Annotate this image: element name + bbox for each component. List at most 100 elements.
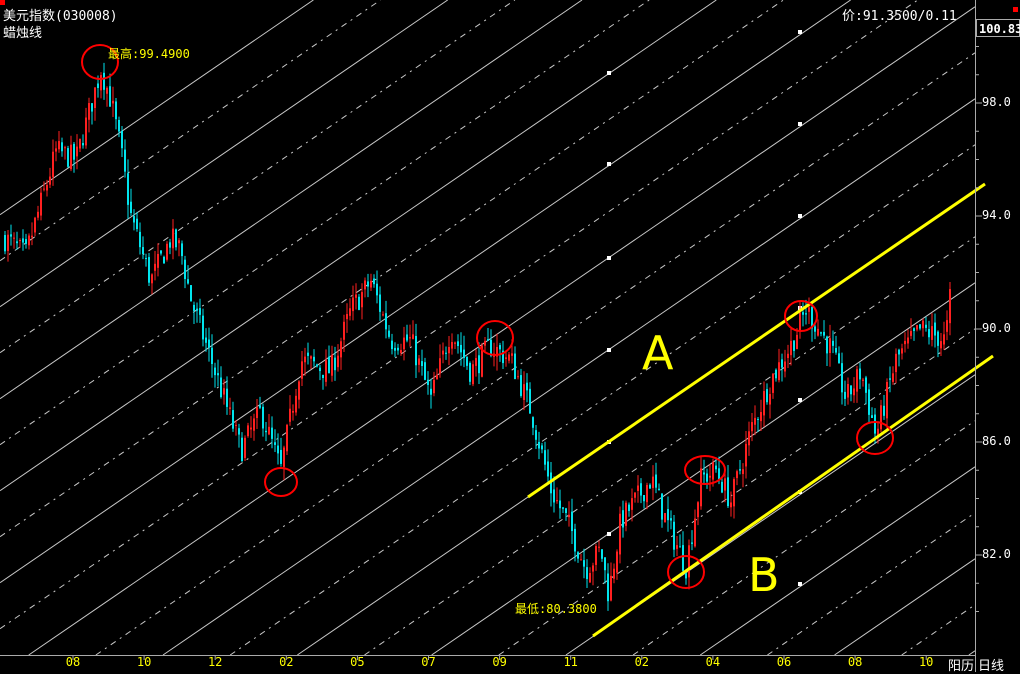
candle [220,366,222,399]
chart-title: 美元指数(030008) [3,9,118,24]
candle [37,205,39,221]
candle [661,493,663,528]
candle [46,179,48,197]
low-circle-1 [264,467,298,497]
grid-dot [798,214,802,218]
candle [121,126,123,157]
candle [7,230,9,262]
candle [202,308,204,347]
candle [349,298,351,321]
candle [901,343,903,360]
candle [823,320,825,339]
candle [562,507,564,514]
candle [646,482,648,510]
candle [685,572,687,585]
x-tick-label: 04 [705,655,721,669]
y-tick-label: 98.0 [982,95,1011,109]
x-tick-label: 05 [350,655,365,669]
candle [916,324,918,332]
gann-line [162,98,976,656]
candle [394,342,396,358]
candle [100,72,102,99]
grid-dot [607,256,611,260]
candle [517,370,519,380]
candle [727,465,729,508]
x-tick-label: 08 [847,655,863,669]
candle [820,331,822,337]
grid-dot [798,122,802,126]
candle [604,557,606,584]
gann-line [0,0,516,354]
candle [571,498,573,544]
candle [928,320,930,345]
candle [49,167,51,188]
candle [697,501,699,526]
candle [931,313,933,347]
candle [817,319,819,337]
candle [139,222,141,255]
candle [757,416,759,432]
candle [871,407,873,419]
gann-line [0,0,448,308]
candle [358,294,360,311]
candle [805,299,807,325]
candle [658,483,660,491]
candle [826,335,828,367]
candle [790,328,792,366]
candle [355,283,357,310]
candle [472,360,474,387]
candle [238,423,240,448]
grid-dot [607,532,611,536]
candle [193,301,195,325]
candle [271,416,273,449]
candle [373,274,375,288]
candle [283,445,285,481]
candle [919,324,921,331]
candle [85,107,87,149]
candle [148,252,150,287]
candle [160,250,162,256]
candle [598,540,600,553]
gann-line [699,466,976,656]
y-tick-label: 86.0 [982,434,1011,448]
candle [541,442,543,454]
x-tick-label: 12 [207,655,223,669]
candle [439,344,441,378]
candle [16,231,18,250]
candle [229,397,231,415]
period-label[interactable]: 日线 [978,659,1005,674]
candle [31,222,33,246]
candle [925,316,927,332]
price-readout: 价:91.3500/0.11 [842,9,957,24]
candle [151,273,153,295]
candle [904,332,906,353]
candle [241,432,243,462]
candle [382,311,384,317]
candle [304,347,306,376]
x-tick-label: 09 [492,655,507,669]
candles [4,62,951,611]
candle [331,345,333,382]
candle [844,380,846,406]
candle [502,340,504,370]
candle [43,181,45,192]
gann-line [0,0,784,538]
candle [190,285,192,302]
candle [163,255,165,264]
candle [937,330,939,358]
x-tick-label: 02 [279,655,294,669]
candle [442,342,444,364]
candle [361,283,363,320]
calendar-label[interactable]: 阳历 [948,659,975,674]
candle [466,356,468,370]
candle [586,559,588,589]
candle [631,488,633,522]
candle [946,310,948,341]
candle [568,501,570,527]
candle [787,344,789,369]
grid-dot [798,30,802,34]
candle [772,373,774,399]
candle [199,298,201,323]
candle [253,413,255,441]
high-label: 最高:99.4900 [108,47,190,61]
